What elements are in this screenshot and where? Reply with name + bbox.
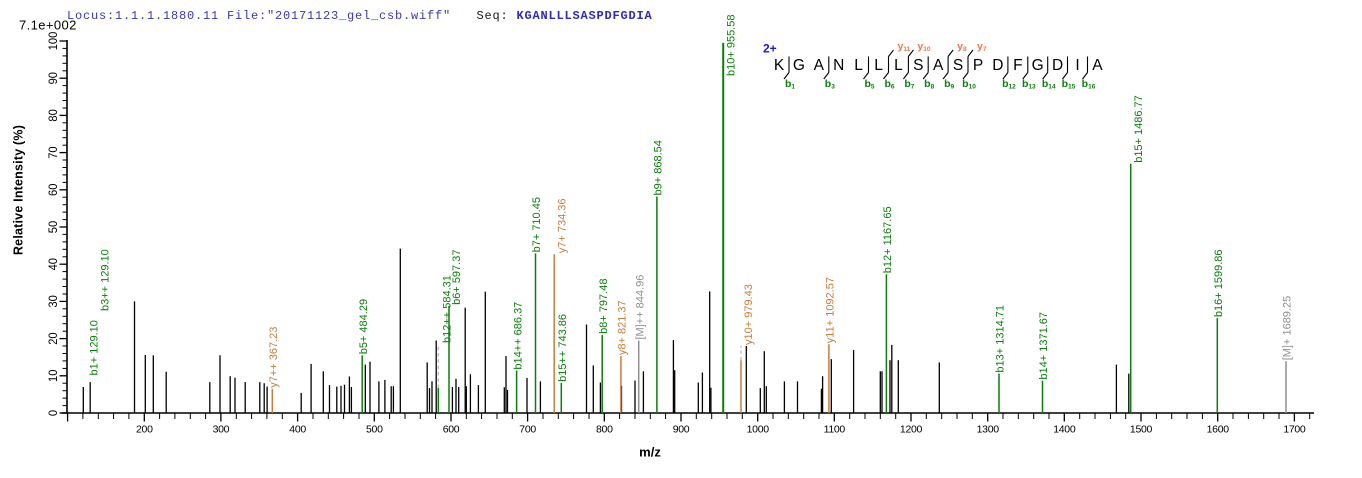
svg-text:P: P bbox=[973, 57, 983, 74]
svg-text:y10+ 979.43: y10+ 979.43 bbox=[743, 284, 755, 345]
svg-text:b1+ 129.10: b1+ 129.10 bbox=[89, 320, 101, 375]
svg-text:A: A bbox=[1092, 57, 1103, 74]
svg-text:b7+ 710.45: b7+ 710.45 bbox=[531, 197, 543, 252]
svg-text:G: G bbox=[793, 57, 805, 74]
svg-text:b8: b8 bbox=[924, 78, 934, 91]
svg-text:y7+ 734.36: y7+ 734.36 bbox=[556, 198, 568, 253]
svg-text:90: 90 bbox=[46, 72, 60, 85]
svg-text:L: L bbox=[874, 57, 883, 74]
svg-text:y7: y7 bbox=[977, 41, 987, 54]
svg-text:0: 0 bbox=[46, 410, 60, 416]
svg-text:b10+ 955.58: b10+ 955.58 bbox=[725, 15, 737, 76]
svg-text:[M]+ 1689.25: [M]+ 1689.25 bbox=[1282, 296, 1294, 361]
svg-text:60: 60 bbox=[46, 183, 60, 196]
svg-text:L: L bbox=[894, 57, 903, 74]
svg-text:7.1e+002: 7.1e+002 bbox=[19, 18, 77, 33]
svg-text:y8: y8 bbox=[957, 41, 967, 54]
svg-text:b12+ 1167.65: b12+ 1167.65 bbox=[882, 206, 894, 273]
svg-text:b5: b5 bbox=[864, 78, 874, 91]
svg-text:50: 50 bbox=[46, 221, 60, 234]
svg-text:20: 20 bbox=[46, 332, 60, 345]
svg-text:N: N bbox=[833, 57, 844, 74]
svg-text:D: D bbox=[1052, 57, 1063, 74]
svg-text:1700: 1700 bbox=[1283, 424, 1306, 436]
svg-text:b1: b1 bbox=[785, 78, 795, 91]
svg-text:[M]++ 844.96: [M]++ 844.96 bbox=[634, 275, 646, 340]
svg-text:F: F bbox=[1013, 57, 1022, 74]
svg-text:300: 300 bbox=[213, 424, 230, 436]
svg-text:b9+ 868.54: b9+ 868.54 bbox=[653, 140, 665, 195]
svg-text:b14+ 1371.67: b14+ 1371.67 bbox=[1038, 312, 1050, 380]
svg-text:A: A bbox=[933, 57, 944, 74]
svg-text:b8+ 797.48: b8+ 797.48 bbox=[598, 279, 610, 334]
svg-text:b15+ 1486.77: b15+ 1486.77 bbox=[1133, 95, 1145, 163]
svg-text:y11+ 1092.57: y11+ 1092.57 bbox=[825, 277, 837, 343]
svg-text:b9: b9 bbox=[944, 78, 954, 91]
svg-text:900: 900 bbox=[673, 424, 690, 436]
svg-text:200: 200 bbox=[136, 424, 153, 436]
svg-text:b12++ 584.31: b12++ 584.31 bbox=[442, 275, 454, 343]
svg-text:A: A bbox=[814, 57, 825, 74]
svg-text:1100: 1100 bbox=[824, 424, 846, 436]
svg-text:30: 30 bbox=[46, 295, 60, 308]
svg-text:b14++ 686.37: b14++ 686.37 bbox=[512, 302, 524, 370]
svg-text:Locus:1.1.1.1880.11 File:"2017: Locus:1.1.1.1880.11 File:"20171123_gel_c… bbox=[67, 9, 451, 23]
svg-text:b13+ 1314.71: b13+ 1314.71 bbox=[995, 305, 1007, 373]
svg-text:b7: b7 bbox=[904, 78, 914, 91]
svg-text:b3: b3 bbox=[825, 78, 835, 91]
svg-text:70: 70 bbox=[46, 146, 60, 159]
svg-text:400: 400 bbox=[289, 424, 306, 436]
svg-text:10: 10 bbox=[46, 369, 60, 382]
svg-text:1200: 1200 bbox=[900, 424, 923, 436]
svg-text:Relative Intensity (%): Relative Intensity (%) bbox=[12, 125, 26, 255]
svg-text:80: 80 bbox=[46, 109, 60, 122]
svg-text:1300: 1300 bbox=[977, 424, 1000, 436]
svg-text:I: I bbox=[1075, 57, 1079, 74]
svg-text:700: 700 bbox=[519, 424, 536, 436]
svg-text:b5+ 484.29: b5+ 484.29 bbox=[358, 299, 370, 354]
svg-text:y7++ 367.23: y7++ 367.23 bbox=[268, 327, 280, 388]
svg-text:K: K bbox=[774, 57, 785, 74]
svg-text:G: G bbox=[1032, 57, 1044, 74]
svg-text:1600: 1600 bbox=[1207, 424, 1230, 436]
svg-text:S: S bbox=[913, 57, 923, 74]
svg-text:2+: 2+ bbox=[763, 42, 777, 56]
svg-text:40: 40 bbox=[46, 258, 60, 271]
svg-text:b3++ 129.10: b3++ 129.10 bbox=[100, 249, 112, 311]
svg-text:1400: 1400 bbox=[1053, 424, 1076, 436]
svg-text:KGANLLLSASPDFGDIA: KGANLLLSASPDFGDIA bbox=[517, 9, 653, 23]
svg-text:500: 500 bbox=[366, 424, 383, 436]
svg-text:b15++ 743.86: b15++ 743.86 bbox=[557, 314, 569, 382]
svg-text:1500: 1500 bbox=[1130, 424, 1153, 436]
svg-text:y8+ 821.37: y8+ 821.37 bbox=[617, 300, 629, 355]
svg-text:100: 100 bbox=[46, 31, 60, 50]
svg-text:L: L bbox=[854, 57, 863, 74]
svg-text:b6+ 597.37: b6+ 597.37 bbox=[451, 250, 463, 305]
svg-text:600: 600 bbox=[443, 424, 460, 436]
svg-text:b16+ 1599.86: b16+ 1599.86 bbox=[1213, 249, 1225, 317]
svg-text:1000: 1000 bbox=[747, 424, 770, 436]
svg-text:m/z: m/z bbox=[639, 445, 661, 460]
svg-text:S: S bbox=[953, 57, 963, 74]
svg-text:D: D bbox=[992, 57, 1003, 74]
svg-text:Seq:: Seq: bbox=[477, 9, 509, 23]
svg-text:800: 800 bbox=[596, 424, 613, 436]
svg-text:b6: b6 bbox=[884, 78, 894, 91]
